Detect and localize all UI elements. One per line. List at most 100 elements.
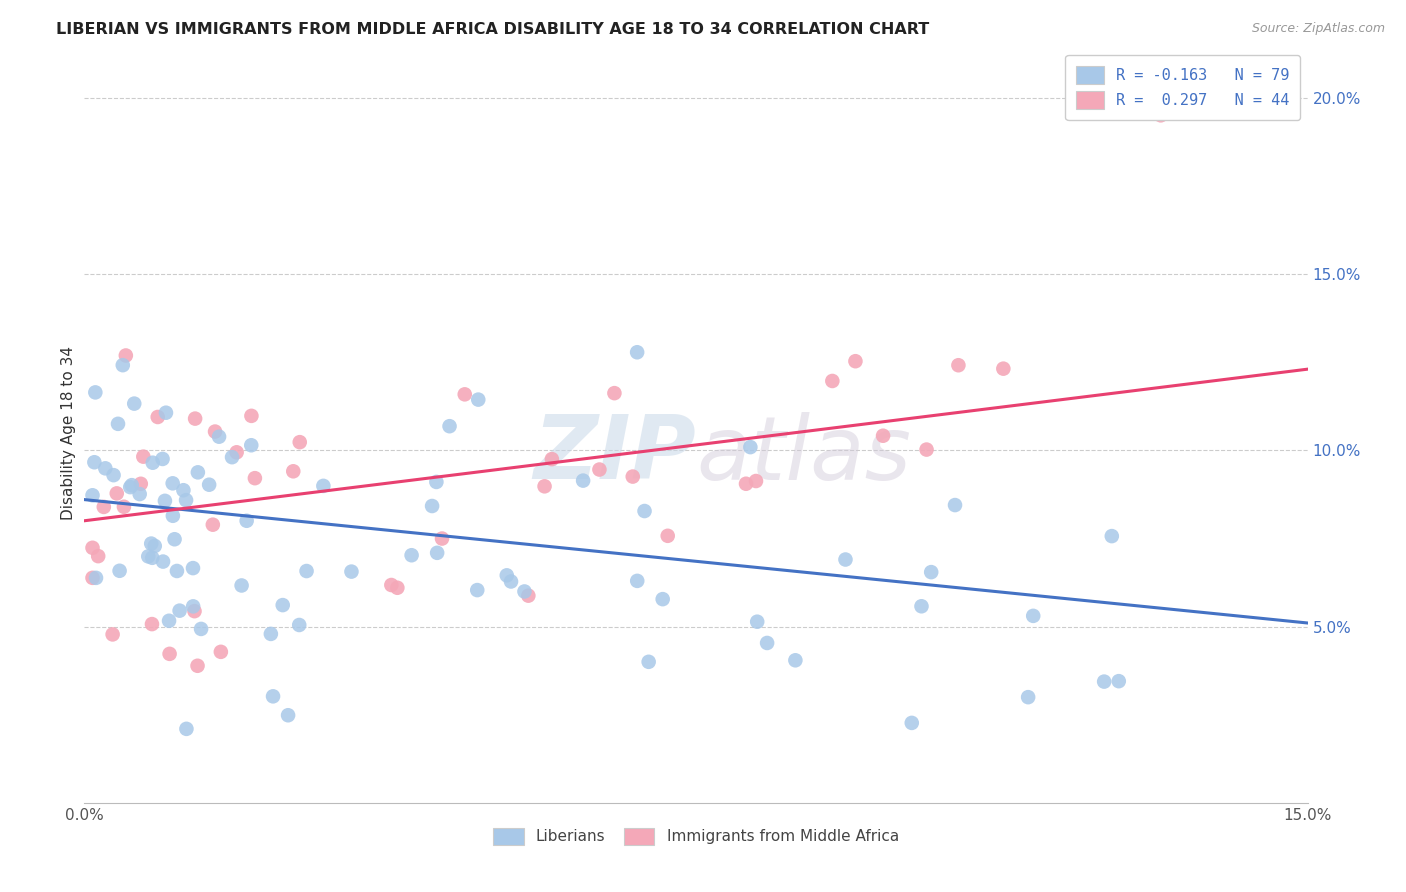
Point: [141, 617, 163, 632]
Point: [166, 564, 188, 578]
Text: atlas: atlas: [696, 412, 911, 498]
Point: [240, 438, 263, 452]
Point: [834, 552, 856, 566]
Point: [142, 456, 165, 470]
Point: [915, 442, 938, 457]
Point: [105, 486, 128, 500]
Point: [240, 409, 263, 423]
Point: [495, 568, 517, 582]
Point: [83, 455, 105, 469]
Point: [243, 471, 266, 485]
Point: [380, 578, 402, 592]
Point: [288, 435, 311, 450]
Point: [176, 722, 198, 736]
Point: [295, 564, 318, 578]
Point: [94, 461, 117, 475]
Point: [1108, 674, 1130, 689]
Point: [82, 541, 104, 555]
Point: [288, 618, 311, 632]
Point: [184, 411, 207, 425]
Point: [157, 614, 180, 628]
Point: [146, 409, 169, 424]
Point: [1022, 608, 1045, 623]
Point: [231, 578, 253, 592]
Point: [111, 358, 134, 372]
Point: [128, 487, 150, 501]
Point: [183, 604, 205, 618]
Point: [900, 715, 922, 730]
Point: [186, 658, 208, 673]
Point: [621, 469, 644, 483]
Point: [260, 627, 283, 641]
Point: [152, 452, 174, 467]
Point: [181, 599, 204, 614]
Point: [235, 514, 257, 528]
Point: [225, 445, 247, 459]
Point: [82, 488, 104, 502]
Point: [121, 478, 143, 492]
Point: [533, 479, 555, 493]
Point: [626, 345, 648, 359]
Point: [517, 589, 540, 603]
Point: [141, 536, 163, 550]
Point: [187, 466, 209, 480]
Point: [844, 354, 866, 368]
Point: [103, 468, 125, 483]
Point: [169, 604, 191, 618]
Point: [129, 476, 152, 491]
Point: [155, 406, 177, 420]
Point: [159, 647, 181, 661]
Point: [190, 622, 212, 636]
Point: [201, 517, 224, 532]
Text: LIBERIAN VS IMMIGRANTS FROM MIDDLE AFRICA DISABILITY AGE 18 TO 34 CORRELATION CH: LIBERIAN VS IMMIGRANTS FROM MIDDLE AFRIC…: [56, 22, 929, 37]
Point: [785, 653, 807, 667]
Point: [872, 428, 894, 442]
Point: [181, 561, 204, 575]
Point: [499, 574, 522, 589]
Point: [1017, 690, 1039, 705]
Y-axis label: Disability Age 18 to 34: Disability Age 18 to 34: [60, 345, 76, 520]
Point: [208, 430, 231, 444]
Point: [588, 462, 610, 476]
Point: [513, 584, 536, 599]
Point: [426, 546, 449, 560]
Point: [108, 564, 131, 578]
Point: [262, 690, 284, 704]
Point: [312, 479, 335, 493]
Point: [626, 574, 648, 588]
Point: [439, 419, 461, 434]
Point: [541, 452, 564, 467]
Point: [465, 583, 488, 598]
Point: [271, 598, 294, 612]
Point: [948, 358, 970, 372]
Legend: Liberians, Immigrants from Middle Africa: Liberians, Immigrants from Middle Africa: [484, 819, 908, 855]
Point: [425, 475, 447, 489]
Point: [572, 474, 595, 488]
Point: [122, 396, 145, 410]
Point: [93, 500, 115, 514]
Point: [283, 464, 305, 478]
Point: [651, 592, 673, 607]
Point: [209, 645, 232, 659]
Point: [735, 476, 758, 491]
Point: [454, 387, 477, 401]
Point: [821, 374, 844, 388]
Point: [745, 474, 768, 488]
Point: [162, 476, 184, 491]
Point: [1150, 108, 1173, 122]
Point: [993, 361, 1015, 376]
Point: [1092, 674, 1115, 689]
Point: [84, 571, 107, 585]
Point: [115, 349, 138, 363]
Point: [82, 571, 104, 585]
Point: [747, 615, 769, 629]
Point: [633, 504, 655, 518]
Point: [198, 477, 221, 491]
Point: [387, 581, 409, 595]
Point: [467, 392, 489, 407]
Point: [101, 627, 124, 641]
Point: [1101, 529, 1123, 543]
Point: [172, 483, 194, 498]
Point: [943, 498, 966, 512]
Point: [136, 549, 159, 564]
